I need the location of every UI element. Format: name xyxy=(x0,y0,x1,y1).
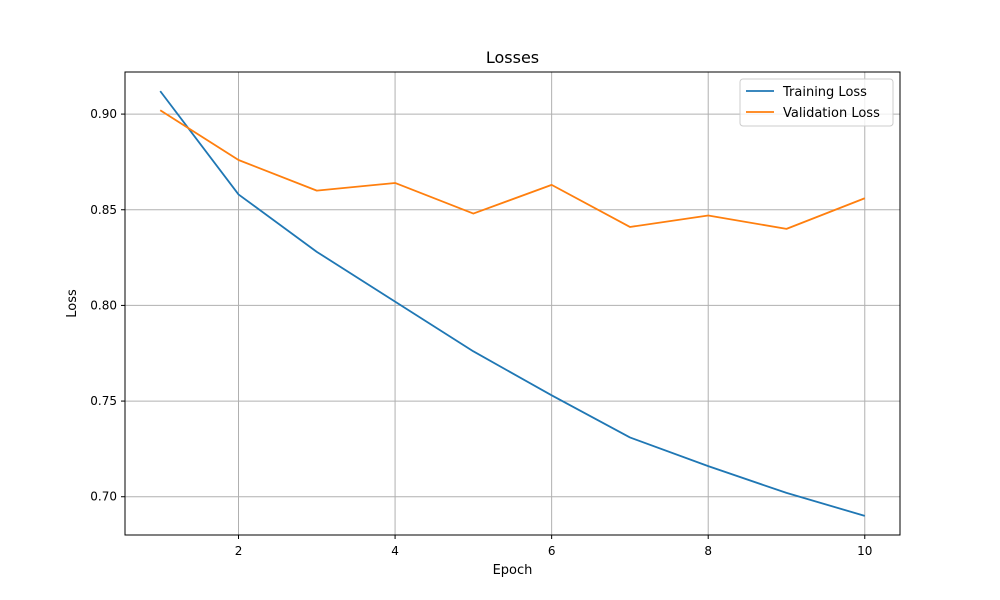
x-tick-label: 10 xyxy=(857,544,872,558)
plot-frame xyxy=(124,71,901,536)
legend-label-training-loss: Training Loss xyxy=(782,85,867,100)
y-tick-label: 0.80 xyxy=(90,298,117,312)
y-tick-label: 0.85 xyxy=(90,203,117,217)
training-loss-line xyxy=(159,90,866,517)
legend-label-validation-loss: Validation Loss xyxy=(783,106,880,121)
y-axis-ticks: 0.70 0.75 0.80 0.85 0.90 xyxy=(90,107,125,504)
y-tick-label: 0.75 xyxy=(90,394,117,408)
x-tick-label: 2 xyxy=(235,544,243,558)
legend: Training Loss Validation Loss xyxy=(739,78,894,127)
y-tick-label: 0.90 xyxy=(90,107,117,121)
legend-box xyxy=(739,78,894,127)
x-tick-label: 8 xyxy=(704,544,712,558)
chart-title: Losses xyxy=(486,48,539,67)
x-axis-ticks: 2 4 6 8 10 xyxy=(235,535,872,558)
y-axis-label: Loss xyxy=(65,289,80,318)
series-lines xyxy=(159,90,866,517)
x-tick-label: 4 xyxy=(391,544,399,558)
validation-loss-line xyxy=(159,109,866,230)
y-tick-label: 0.70 xyxy=(90,490,117,504)
x-tick-label: 6 xyxy=(548,544,556,558)
x-axis-label: Epoch xyxy=(493,563,533,578)
